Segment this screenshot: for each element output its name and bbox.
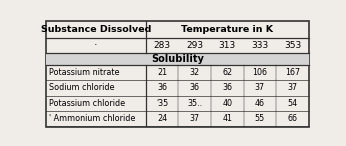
Text: 333: 333 [251, 41, 268, 50]
Text: 37: 37 [255, 83, 265, 92]
Text: Potassium nitrate: Potassium nitrate [49, 68, 120, 77]
Text: Potassium chloride: Potassium chloride [49, 99, 125, 108]
Text: 37: 37 [288, 83, 298, 92]
Text: 313: 313 [219, 41, 236, 50]
Text: 24: 24 [157, 114, 167, 123]
Text: 37: 37 [190, 114, 200, 123]
Text: 35..: 35.. [187, 99, 202, 108]
Text: Temperature in K: Temperature in K [181, 25, 273, 34]
Text: 167: 167 [285, 68, 300, 77]
Text: 66: 66 [288, 114, 298, 123]
Text: 46: 46 [255, 99, 265, 108]
Text: 293: 293 [186, 41, 203, 50]
Text: 40: 40 [222, 99, 232, 108]
Text: 21: 21 [157, 68, 167, 77]
Text: Sodium chloride: Sodium chloride [49, 83, 115, 92]
Text: 54: 54 [288, 99, 298, 108]
Text: Solubility: Solubility [151, 54, 204, 64]
Text: 283: 283 [154, 41, 171, 50]
Text: 55: 55 [255, 114, 265, 123]
Text: '35: '35 [156, 99, 168, 108]
Text: 36: 36 [222, 83, 232, 92]
Text: 62: 62 [222, 68, 232, 77]
Text: ' Ammonium chloride: ' Ammonium chloride [49, 114, 136, 123]
Text: Substance Dissolved: Substance Dissolved [41, 25, 151, 34]
Text: 36: 36 [190, 83, 200, 92]
Text: 41: 41 [222, 114, 232, 123]
Bar [46, 53, 309, 65]
Text: ·: · [94, 40, 98, 51]
Text: 36: 36 [157, 83, 167, 92]
Text: 106: 106 [252, 68, 267, 77]
Text: 353: 353 [284, 41, 301, 50]
Text: 32: 32 [190, 68, 200, 77]
